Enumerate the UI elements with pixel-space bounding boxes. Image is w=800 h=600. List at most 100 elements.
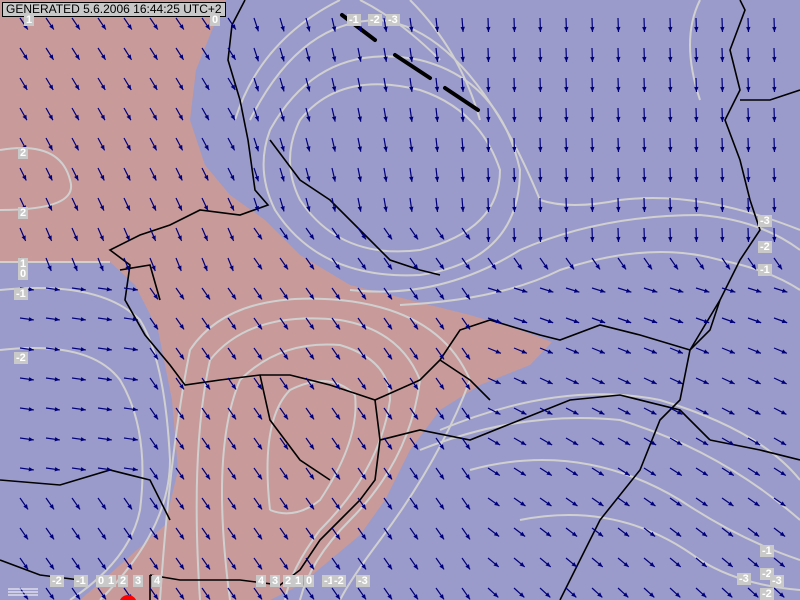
wind-arrow-icon bbox=[175, 287, 185, 300]
wind-arrow-icon bbox=[747, 557, 760, 568]
wind-arrow-icon bbox=[642, 137, 647, 153]
wind-arrow-icon bbox=[305, 527, 315, 540]
wind-arrow-icon bbox=[460, 77, 465, 93]
wind-arrow-icon bbox=[643, 317, 658, 324]
wind-arrow-icon bbox=[331, 587, 341, 600]
wind-arrow-icon bbox=[383, 377, 393, 390]
wind-arrow-icon bbox=[512, 47, 517, 63]
contour-label: 3 bbox=[133, 575, 144, 587]
wind-arrow-icon bbox=[513, 287, 528, 293]
wind-arrow-icon bbox=[616, 47, 621, 63]
wind-arrow-icon bbox=[175, 77, 184, 91]
wind-arrow-icon bbox=[694, 167, 699, 183]
wind-arrow-icon bbox=[383, 47, 388, 62]
wind-arrow-icon bbox=[591, 377, 605, 385]
wind-arrow-icon bbox=[279, 17, 285, 32]
wind-arrow-icon bbox=[720, 17, 725, 33]
wind-arrow-icon bbox=[746, 77, 751, 93]
wind-arrow-icon bbox=[45, 227, 53, 242]
wind-arrow-icon bbox=[253, 77, 259, 92]
wind-arrow-icon bbox=[564, 77, 569, 93]
wind-arrow-icon bbox=[123, 557, 133, 570]
wind-arrow-icon bbox=[253, 497, 263, 510]
wind-arrow-icon bbox=[149, 197, 157, 211]
wind-arrow-icon bbox=[331, 407, 341, 420]
wind-arrow-icon bbox=[409, 587, 419, 600]
contour-label: -3 bbox=[770, 575, 784, 587]
wind-arrow-icon bbox=[539, 437, 553, 446]
wind-arrow-icon bbox=[149, 137, 158, 151]
wind-arrow-icon bbox=[383, 587, 393, 600]
contour-label: 1 bbox=[293, 575, 304, 587]
wind-arrow-icon bbox=[45, 167, 53, 181]
wind-arrow-icon bbox=[694, 227, 699, 243]
wind-arrow-icon bbox=[773, 527, 786, 537]
wind-arrow-icon bbox=[721, 257, 731, 270]
wind-arrow-icon bbox=[669, 557, 682, 568]
wind-arrow-icon bbox=[590, 227, 595, 243]
wind-arrow-icon bbox=[721, 497, 734, 507]
wind-arrow-icon bbox=[149, 107, 158, 121]
wind-arrow-icon bbox=[71, 107, 80, 121]
wind-arrow-icon bbox=[331, 287, 341, 300]
wind-arrow-icon bbox=[201, 137, 210, 151]
wind-arrow-icon bbox=[305, 497, 315, 510]
wind-arrow-icon bbox=[227, 467, 237, 480]
wind-arrow-icon bbox=[201, 287, 211, 300]
wind-arrow-icon bbox=[45, 467, 60, 472]
contour-label: -1 bbox=[347, 14, 361, 26]
wind-arrow-icon bbox=[642, 167, 647, 183]
wind-arrow-icon bbox=[669, 437, 683, 446]
wind-arrow-icon bbox=[71, 587, 81, 600]
wind-arrow-icon bbox=[409, 257, 419, 270]
wind-arrow-icon bbox=[434, 197, 440, 212]
wind-arrow-icon bbox=[409, 17, 414, 32]
contour-label: -1 bbox=[14, 288, 28, 300]
wind-arrow-icon bbox=[642, 77, 647, 93]
wind-arrow-icon bbox=[279, 227, 289, 240]
wind-arrow-icon bbox=[253, 167, 259, 182]
wind-arrow-icon bbox=[486, 47, 491, 63]
wind-arrow-icon bbox=[460, 17, 465, 33]
wind-arrow-icon bbox=[695, 257, 705, 270]
wind-arrow-icon bbox=[513, 467, 527, 476]
wind-arrow-icon bbox=[539, 497, 552, 507]
wind-arrow-icon bbox=[383, 107, 388, 122]
wind-arrow-icon bbox=[97, 527, 107, 540]
wind-arrow-icon bbox=[616, 77, 621, 93]
wind-arrow-icon bbox=[149, 467, 159, 480]
wind-arrow-icon bbox=[279, 287, 289, 300]
wind-arrow-icon bbox=[746, 47, 751, 63]
wind-arrow-icon bbox=[773, 257, 783, 270]
wind-arrow-icon bbox=[512, 227, 517, 243]
wind-arrow-icon bbox=[512, 167, 517, 183]
wind-arrow-icon bbox=[668, 167, 673, 183]
wind-arrow-icon bbox=[486, 167, 491, 183]
wind-arrow-icon bbox=[97, 227, 105, 242]
wind-arrow-icon bbox=[19, 317, 34, 322]
wind-arrow-icon bbox=[383, 347, 393, 360]
contour-label: -1 bbox=[758, 264, 772, 276]
wind-arrow-icon bbox=[617, 437, 631, 446]
wind-arrow-icon bbox=[434, 77, 440, 92]
wind-arrow-icon bbox=[772, 167, 777, 183]
wind-arrow-icon bbox=[253, 317, 263, 330]
wind-arrow-icon bbox=[565, 257, 575, 270]
wind-arrow-icon bbox=[643, 257, 653, 270]
contour-label: 4 bbox=[152, 575, 163, 587]
wind-arrow-icon bbox=[123, 377, 138, 382]
wind-arrow-icon bbox=[565, 527, 578, 537]
wind-arrow-icon bbox=[149, 347, 159, 360]
wind-arrow-icon bbox=[669, 317, 684, 324]
wind-arrow-icon bbox=[253, 467, 263, 480]
wind-arrow-icon bbox=[175, 347, 185, 360]
wind-arrow-icon bbox=[357, 287, 367, 300]
wind-arrow-icon bbox=[590, 167, 595, 183]
wind-arrow-icon bbox=[71, 77, 80, 91]
wind-arrow-icon bbox=[175, 167, 183, 181]
wind-arrow-icon bbox=[434, 167, 440, 182]
wind-arrow-icon bbox=[331, 257, 341, 270]
wind-arrow-icon bbox=[19, 377, 34, 382]
wind-arrow-icon bbox=[694, 17, 699, 33]
wind-arrow-icon bbox=[461, 227, 471, 240]
